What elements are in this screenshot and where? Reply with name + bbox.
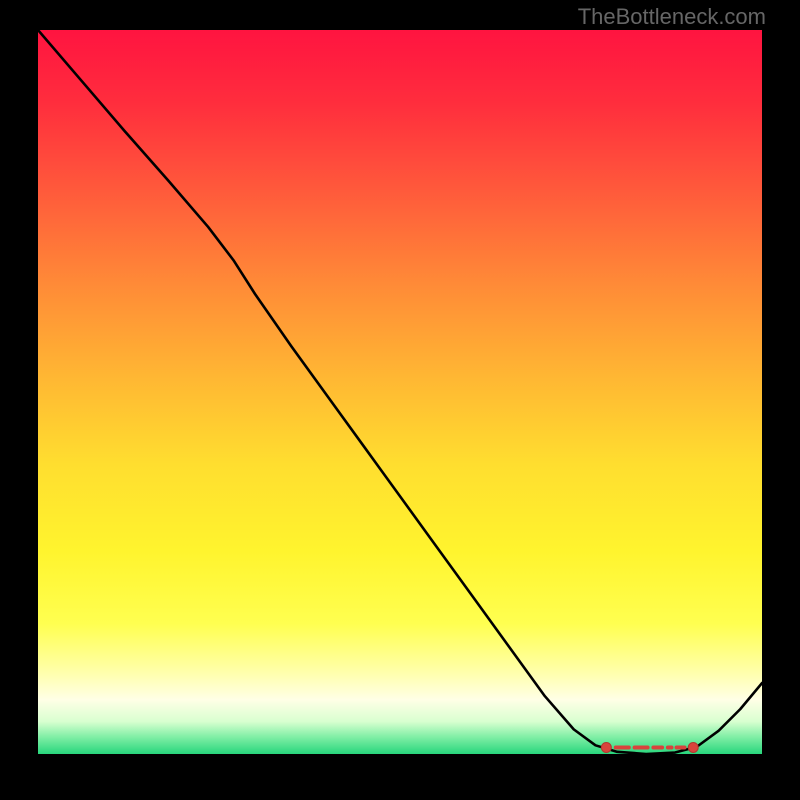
trough-marker: [601, 742, 611, 752]
chart-root: TheBottleneck.com: [0, 0, 800, 800]
curve-layer: [38, 30, 762, 754]
trough-marker: [688, 742, 698, 752]
watermark-text: TheBottleneck.com: [578, 4, 766, 30]
plot-area: [38, 30, 762, 754]
bottleneck-curve: [38, 30, 762, 754]
